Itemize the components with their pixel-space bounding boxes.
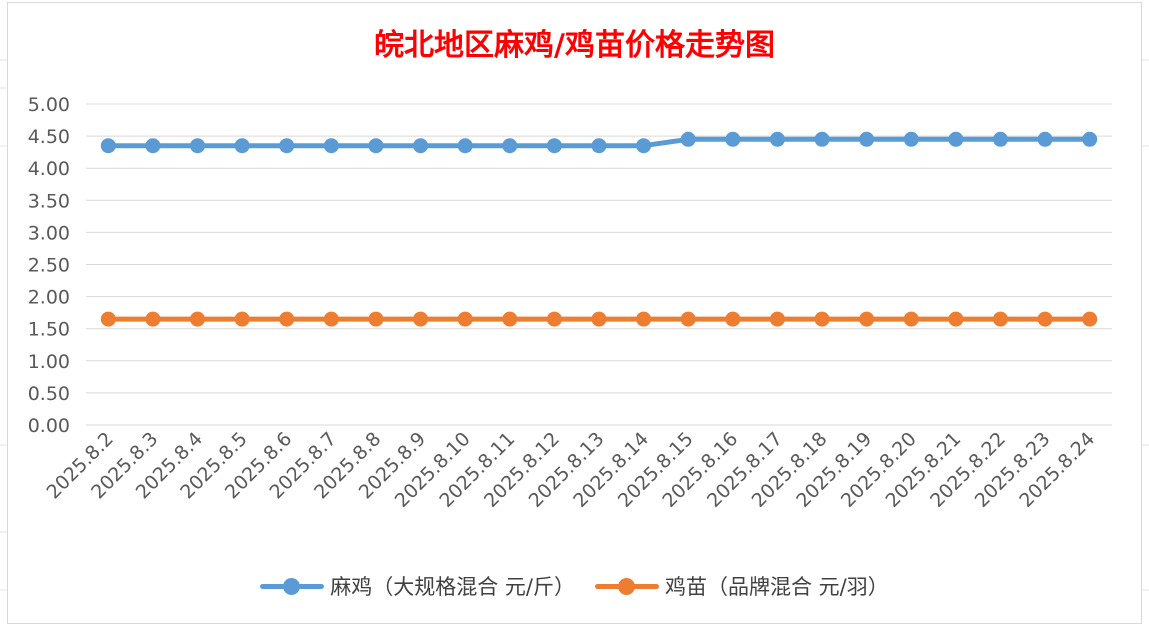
data-point — [680, 311, 696, 327]
data-point — [903, 131, 919, 147]
data-point — [323, 138, 339, 154]
legend-marker-series-2 — [595, 576, 659, 596]
data-point — [234, 311, 250, 327]
data-point — [145, 138, 161, 154]
data-point — [769, 311, 785, 327]
legend-label-series-1: 麻鸡（大规格混合 元/斤） — [330, 575, 575, 599]
y-tick-label: 4.50 — [28, 126, 70, 148]
y-tick-label: 5.00 — [28, 94, 70, 116]
data-point — [814, 131, 830, 147]
data-point — [502, 311, 518, 327]
data-point — [457, 311, 473, 327]
data-point — [234, 138, 250, 154]
legend-item-series-1: 麻鸡（大规格混合 元/斤） — [260, 571, 575, 601]
data-point — [992, 311, 1008, 327]
data-point — [859, 131, 875, 147]
data-point — [368, 138, 384, 154]
data-point — [1082, 311, 1098, 327]
data-point — [680, 131, 696, 147]
data-point — [190, 138, 206, 154]
y-tick-label: 0.50 — [28, 383, 70, 405]
data-point — [636, 138, 652, 154]
legend-label-series-2: 鸡苗（品牌混合 元/羽） — [665, 575, 889, 599]
data-point — [100, 311, 116, 327]
data-point — [100, 138, 116, 154]
data-point — [190, 311, 206, 327]
data-point — [903, 311, 919, 327]
y-tick-label: 3.50 — [28, 190, 70, 212]
data-point — [859, 311, 875, 327]
data-point — [591, 138, 607, 154]
data-point — [457, 138, 473, 154]
data-point — [725, 131, 741, 147]
data-point — [992, 131, 1008, 147]
data-point — [368, 311, 384, 327]
data-point — [591, 311, 607, 327]
data-point — [948, 311, 964, 327]
data-point — [1037, 311, 1053, 327]
y-tick-label: 3.00 — [28, 222, 70, 244]
data-point — [725, 311, 741, 327]
data-point — [546, 311, 562, 327]
data-point — [413, 138, 429, 154]
y-tick-label: 0.00 — [28, 415, 70, 437]
data-point — [546, 138, 562, 154]
chart-title: 皖北地区麻鸡/鸡苗价格走势图 — [374, 28, 775, 63]
y-tick-label: 2.00 — [28, 287, 70, 309]
data-point — [1037, 131, 1053, 147]
data-point — [145, 311, 161, 327]
data-point — [636, 311, 652, 327]
legend-item-series-2: 鸡苗（品牌混合 元/羽） — [595, 571, 889, 601]
y-tick-label: 1.50 — [28, 319, 70, 341]
data-point — [279, 138, 295, 154]
legend-marker-series-1 — [260, 576, 325, 596]
data-point — [279, 311, 295, 327]
y-tick-label: 2.50 — [28, 255, 70, 277]
data-point — [413, 311, 429, 327]
y-tick-label: 1.00 — [28, 351, 70, 373]
y-tick-label: 4.00 — [28, 158, 70, 180]
data-point — [948, 131, 964, 147]
data-point — [502, 138, 518, 154]
data-point — [769, 131, 785, 147]
data-point — [1082, 131, 1098, 147]
data-point — [814, 311, 830, 327]
data-point — [323, 311, 339, 327]
legend: 麻鸡（大规格混合 元/斤） 鸡苗（品牌混合 元/羽） — [0, 571, 1149, 601]
